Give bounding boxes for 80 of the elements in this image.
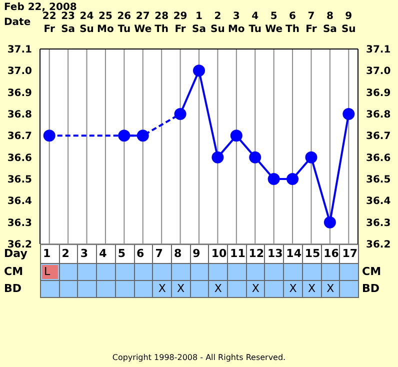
x2-tick-label: 3 <box>80 247 88 260</box>
point <box>342 108 355 120</box>
point <box>193 64 205 77</box>
x2-tick-label: 6 <box>136 247 144 260</box>
x-tick-label: 8 Sa <box>322 11 337 35</box>
table-cell: X <box>246 280 266 298</box>
y-tick-label: 36.4 <box>7 196 32 208</box>
x-tick-label: 9 Su <box>341 11 356 35</box>
point <box>305 151 318 164</box>
point <box>43 130 56 142</box>
x-tick-label: 5 We <box>265 11 283 35</box>
y-tick-label: 37.0 <box>7 66 32 78</box>
category-label: CM <box>362 265 382 278</box>
y2-tick-label: 37.1 <box>366 44 391 56</box>
y2-tick-label: 36.2 <box>366 240 391 251</box>
x-tick-label: 3 Mo <box>228 11 245 35</box>
x2-tick-label: 13 <box>267 247 283 260</box>
category-label: BD <box>4 282 22 295</box>
x2-tick-label: 9 <box>192 247 200 260</box>
x-tick-label: 23 Sa <box>61 11 76 35</box>
x2-tick-label: 7 <box>155 247 163 260</box>
x-tick-label: 29 Fr <box>173 11 188 35</box>
y2-tick-label: 36.4 <box>366 196 391 208</box>
y-tick-label: 36.5 <box>7 174 32 186</box>
y2-tick-label: 36.3 <box>366 218 391 229</box>
point <box>174 108 186 120</box>
point <box>212 151 224 164</box>
table-cell: X <box>283 280 303 298</box>
y-tick-label: 36.3 <box>7 218 32 229</box>
table-cell: 17 <box>339 244 359 264</box>
x2-tick-label: 1 <box>43 247 51 260</box>
table-cell: X <box>208 280 228 298</box>
point <box>230 130 242 142</box>
y-tick-label: 36.9 <box>7 88 32 99</box>
x2-tick-label: 2 <box>62 247 70 260</box>
y2-tick-label: 36.5 <box>366 174 391 186</box>
text: Copyright 1998-2008 - All Rights Reserved. <box>111 353 287 362</box>
x2-tick-label: 12 <box>248 247 264 260</box>
x-tick-label: 28 Th <box>154 11 169 35</box>
x-tick-label: 6 Th <box>286 11 300 35</box>
y-tick-label: 36.6 <box>7 152 32 164</box>
x-tick-label: 1 Sa <box>192 11 206 35</box>
y2-tick-label: 36.9 <box>366 88 391 99</box>
category-label: CM <box>4 265 24 278</box>
x2-tick-label: 5 <box>118 247 126 260</box>
x-tick-label: 25 Mo <box>97 11 114 35</box>
x-tick-label: 4 Tu <box>248 11 262 35</box>
x2-tick-label: 8 <box>174 247 182 260</box>
point <box>268 173 280 185</box>
x2-tick-label: 11 <box>230 247 246 260</box>
x-tick-label: 2 Su <box>210 11 225 35</box>
x-tick-label: 27 We <box>134 11 152 35</box>
x-axis-title: Date <box>4 17 31 28</box>
x-tick-label: 26 Tu <box>117 11 132 35</box>
x-tick-label: 24 Su <box>80 11 94 35</box>
table-cell: X <box>320 280 340 298</box>
category-label: BD <box>362 282 380 295</box>
table-cell: X <box>170 280 191 298</box>
y2-tick-label: 36.6 <box>366 152 391 164</box>
y2-tick-label: 36.7 <box>366 131 391 142</box>
point <box>286 173 299 185</box>
y2-tick-label: 37.0 <box>366 66 391 78</box>
y2-tick-label: 36.8 <box>366 110 391 121</box>
point <box>249 151 262 164</box>
x2-tick-label: 14 <box>286 247 302 260</box>
y-tick-label: 36.8 <box>7 110 32 121</box>
y-tick-label: 36.7 <box>7 131 32 142</box>
table-cell: L <box>40 263 60 281</box>
x2-tick-label: 16 <box>324 247 339 260</box>
x-tick-label: 7 Fr <box>306 11 317 35</box>
x2-tick-label: 10 <box>211 247 227 260</box>
x-tick-label: 22 Fr <box>42 11 56 35</box>
point <box>324 216 336 228</box>
table-cell: X <box>302 280 322 298</box>
chart-title: Feb 22, 2008 <box>4 2 77 13</box>
y-tick-label: 37.1 <box>7 44 32 56</box>
x2-tick-label: 4 <box>99 247 107 260</box>
x2-tick-label: 17 <box>342 247 358 260</box>
table-cell: X <box>152 280 172 298</box>
x2-tick-label: 15 <box>304 247 320 260</box>
